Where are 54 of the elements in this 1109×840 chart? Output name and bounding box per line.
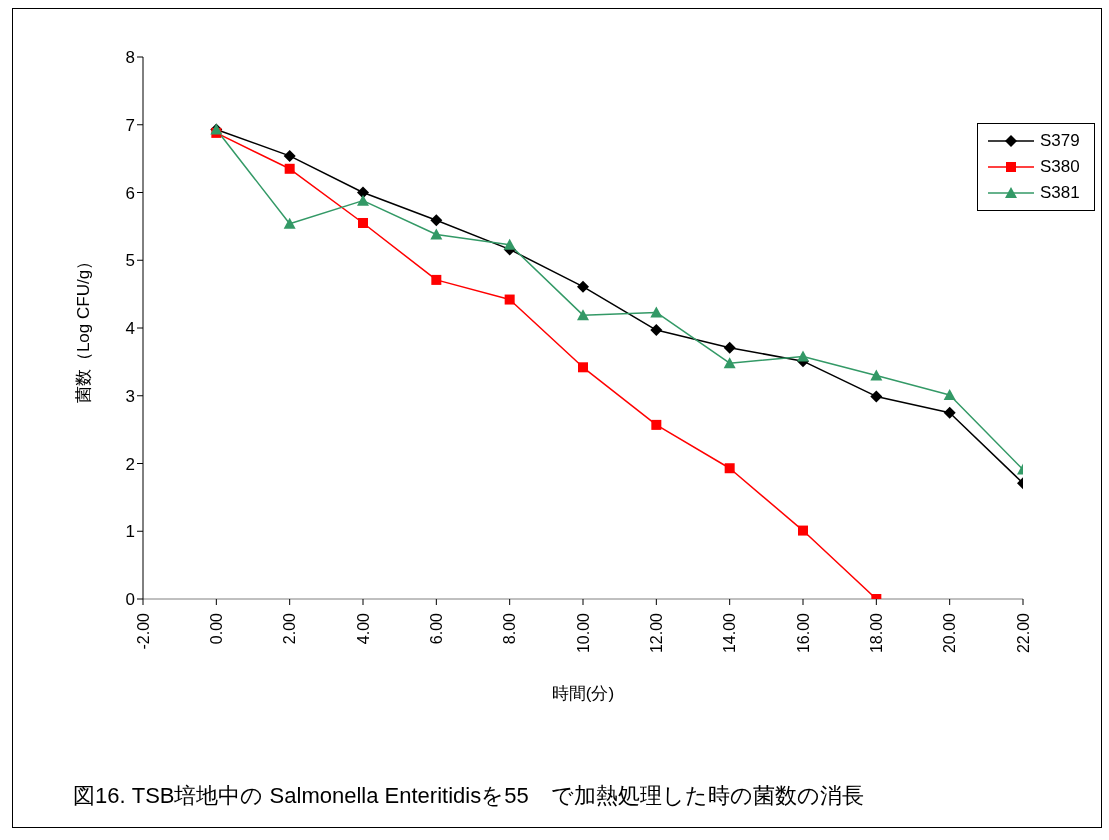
point [357, 194, 369, 206]
x-tick-label: 0.00 [207, 612, 225, 645]
x-tick-label: 4.00 [354, 612, 372, 645]
point [650, 324, 663, 337]
legend-label: S381 [1040, 183, 1080, 203]
x-tick-label: 10.00 [574, 612, 592, 654]
x-tick-label: 8.00 [501, 612, 519, 645]
point [284, 163, 295, 174]
point [357, 186, 369, 199]
point [943, 389, 956, 401]
y-tick-label: 7 [125, 115, 135, 135]
point [430, 214, 443, 227]
point [943, 406, 956, 419]
x-tick-label: 18.00 [867, 612, 885, 654]
point [577, 309, 589, 321]
point [504, 294, 515, 305]
point [651, 419, 662, 430]
point [798, 525, 808, 536]
y-tick-label: 6 [125, 183, 135, 203]
point [431, 274, 442, 285]
legend-label: S380 [1040, 157, 1080, 177]
x-tick-label: 16.00 [794, 612, 812, 654]
y-tick-label: 8 [125, 48, 135, 68]
point [650, 306, 663, 318]
point [430, 228, 443, 240]
x-tick-label: 14.00 [721, 612, 739, 654]
x-tick-label: 20.00 [941, 612, 959, 654]
x-tick-label: 12.00 [647, 612, 665, 654]
point [283, 149, 296, 162]
y-tick-label: 5 [125, 251, 135, 271]
point [578, 362, 588, 373]
point [870, 369, 883, 381]
x-tick-label: -2.00 [134, 612, 152, 650]
point [870, 390, 883, 403]
point [283, 217, 296, 229]
point [723, 357, 736, 369]
x-axis-title: 時間(分) [551, 684, 615, 703]
y-tick-label: 4 [125, 319, 135, 339]
y-tick-label: 1 [125, 522, 135, 542]
y-tick-label: 3 [125, 386, 135, 406]
point [358, 217, 368, 228]
x-tick-label: 6.00 [427, 612, 445, 645]
point [797, 350, 809, 362]
point [503, 238, 516, 250]
y-axis-title: 菌数（Log CFU/g） [74, 252, 94, 404]
x-tick-label: 2.00 [281, 612, 299, 645]
point [724, 463, 735, 474]
point [723, 341, 736, 354]
x-tick-label: 22.00 [1014, 612, 1032, 654]
legend-label: S379 [1040, 131, 1080, 151]
y-tick-label: 2 [125, 454, 135, 474]
y-tick-label: 0 [125, 590, 135, 610]
text: 図16. TSB培地中の Salmonella Enteritidisを55 で加熱処理した時の菌数の消長 [73, 782, 864, 810]
point [577, 280, 589, 293]
